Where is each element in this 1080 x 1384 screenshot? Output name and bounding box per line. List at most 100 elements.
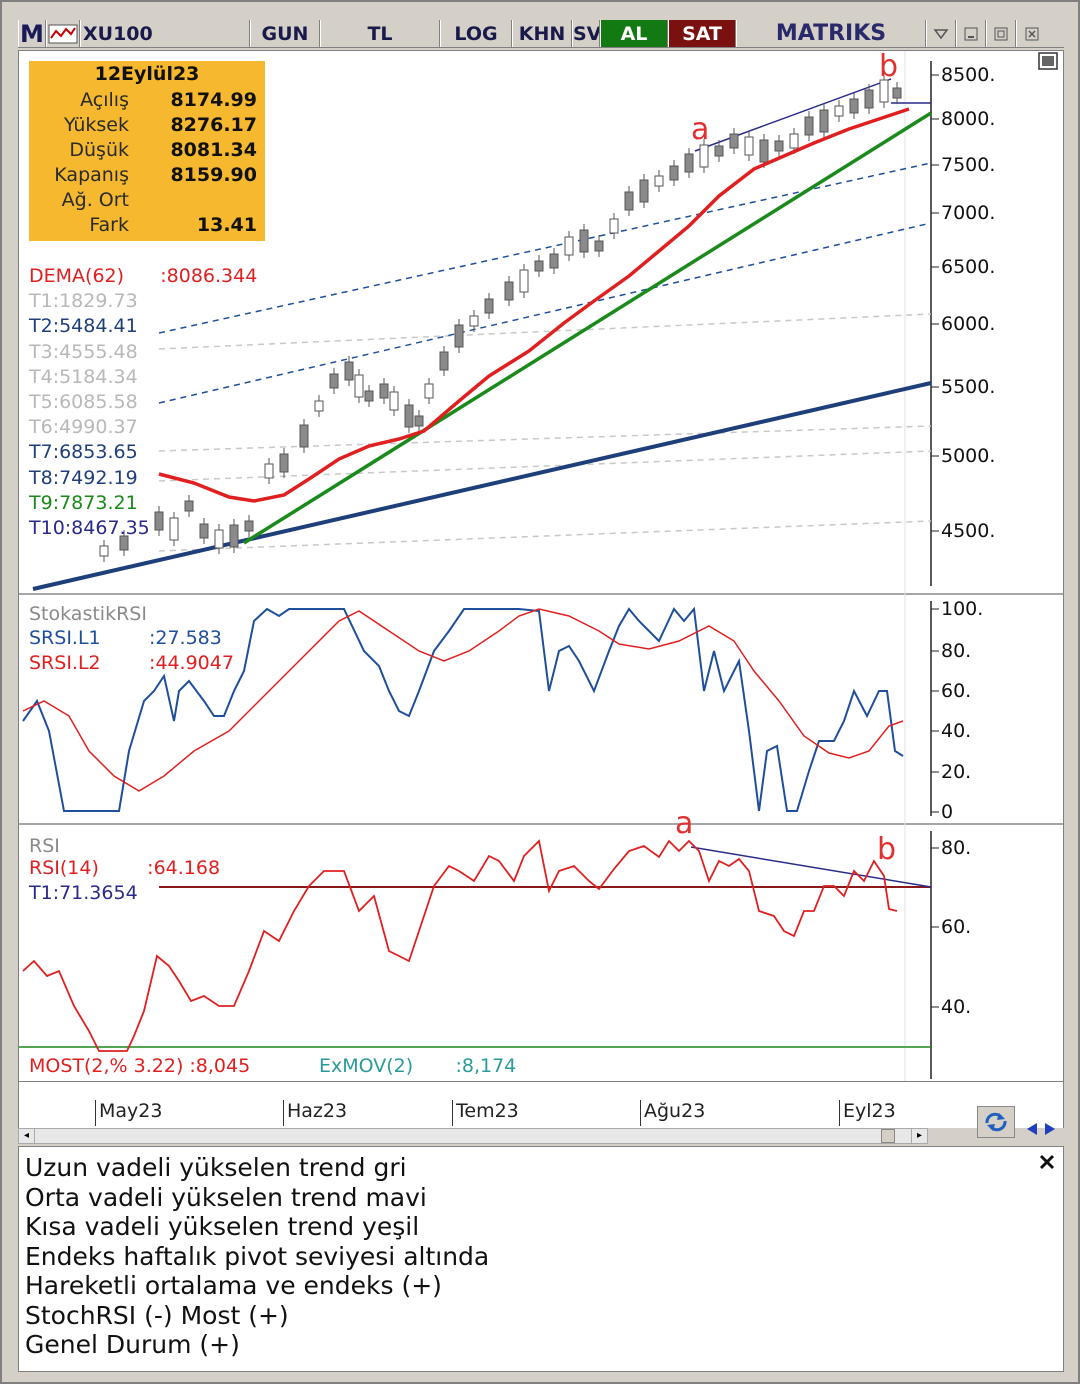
candle: [279, 453, 289, 473]
close-icon[interactable]: [1016, 20, 1046, 47]
scroll-left-icon[interactable]: [1025, 1120, 1043, 1138]
candle: [169, 517, 179, 541]
open-value: 8174.99: [170, 88, 257, 111]
candle: [744, 136, 754, 156]
minimize-icon[interactable]: [956, 20, 986, 47]
note-line: Endeks haftalık pivot seviyesi altında: [25, 1241, 490, 1271]
price-legend-item: T7:6853.65: [29, 441, 138, 464]
candle: [564, 236, 574, 256]
high-value: 8276.17: [170, 113, 257, 136]
diff-value: 13.41: [196, 213, 257, 236]
diff-label: Fark: [89, 213, 129, 236]
candle: [804, 116, 814, 136]
app-logo: M: [18, 20, 46, 47]
candle: [99, 545, 109, 557]
price-tick: 5000.: [941, 445, 995, 467]
candle: [264, 463, 274, 479]
rsi-t1-legend: T1:71.3654: [29, 882, 138, 904]
horizontal-scrollbar[interactable]: ◂ ▸: [18, 1128, 928, 1144]
srsi-l1-legend: SRSI.L1 :27.583: [29, 627, 222, 649]
rsi-title: RSI: [29, 835, 60, 857]
note-line: Uzun vadeli yükselen trend gri: [25, 1153, 407, 1182]
scrollbar-thumb[interactable]: [881, 1129, 895, 1143]
srsi-l2-legend: SRSI.L2 :44.9047: [29, 652, 234, 674]
currency-button[interactable]: TL: [320, 20, 440, 47]
candle: [684, 153, 694, 173]
candle: [834, 105, 844, 117]
mid-trend-channel: [158, 162, 932, 404]
period-button[interactable]: GUN: [250, 20, 320, 47]
close-label: Kapanış: [54, 163, 129, 186]
candle: [534, 260, 544, 272]
note-line: StochRSI (-) Most (+): [25, 1300, 289, 1330]
price-axis: 8500. 8000. 7500. 7000. 6500. 6000. 5500…: [931, 64, 995, 542]
price-tick: 7500.: [941, 154, 995, 176]
scrollbar-left-arrow-icon[interactable]: ◂: [19, 1129, 35, 1143]
annotation-a: a: [691, 112, 709, 147]
low-label: Düşük: [69, 138, 129, 161]
open-label: Açılış: [80, 88, 129, 111]
candle: [414, 415, 424, 427]
candle: [119, 535, 129, 551]
price-legend-item: DEMA(62) :8086.344: [29, 265, 258, 287]
scroll-right-icon[interactable]: [1043, 1120, 1061, 1138]
dema-line: [158, 107, 910, 503]
srsi-l2-line: [22, 608, 904, 792]
khn-button[interactable]: KHN: [512, 20, 572, 47]
date-label: Tem23: [452, 1100, 519, 1126]
annotation-a-rsi: a: [675, 806, 693, 841]
price-legend-item: T6:4990.37: [29, 416, 138, 439]
candle: [714, 145, 724, 157]
price-legend-item: T9:7873.21: [29, 491, 138, 514]
candle: [504, 281, 514, 301]
price-candles: [99, 74, 902, 562]
close-notes-icon[interactable]: [1037, 1149, 1057, 1170]
srsi-tick: 60.: [941, 680, 971, 702]
candle: [214, 529, 224, 549]
pivot-lines: [158, 313, 932, 552]
refresh-icon[interactable]: [977, 1106, 1015, 1138]
high-label: Yüksek: [63, 113, 129, 136]
maximize-icon[interactable]: [986, 20, 1016, 47]
log-button[interactable]: LOG: [440, 20, 512, 47]
buy-button[interactable]: AL: [600, 20, 668, 47]
candle: [594, 240, 604, 252]
candle: [654, 175, 664, 187]
price-tick: 6500.: [941, 256, 995, 278]
scrollbar-right-arrow-icon[interactable]: ▸: [911, 1129, 927, 1143]
candle: [299, 424, 309, 448]
price-legend-item: T3:4555.48: [29, 340, 138, 363]
price-tick: 4500.: [941, 520, 995, 542]
date-label: Haz23: [283, 1100, 347, 1126]
dropdown-icon[interactable]: [926, 20, 956, 47]
note-line: Hareketli ortalama ve endeks (+): [25, 1271, 442, 1300]
sell-button[interactable]: SAT: [668, 20, 736, 47]
info-date: 12Eylül23: [94, 63, 200, 85]
candle: [609, 218, 619, 234]
exmov-legend: ExMOV(2) :8,174: [319, 1055, 517, 1077]
symbol-field[interactable]: XU100: [80, 20, 250, 47]
note-line: Orta vadeli yükselen trend mavi: [25, 1182, 427, 1212]
candle: [154, 511, 164, 531]
chart-type-icon[interactable]: [46, 20, 80, 47]
price-legend-item: T2:5484.41: [29, 315, 138, 338]
candle: [729, 133, 739, 149]
rsi-legend: RSI(14) :64.168: [29, 857, 221, 879]
srsi-tick: 40.: [941, 720, 971, 742]
price-legend-item: T8:7492.19: [29, 466, 138, 489]
rsi-divergence-line: [690, 846, 932, 888]
candle: [484, 298, 494, 314]
candle: [469, 315, 479, 327]
rsi-axis: 80. 60. 40.: [931, 837, 971, 1018]
srsi-l1-line: [22, 606, 904, 812]
ohlc-info-box: 12Eylül23 Açılış 8174.99 Yüksek 8276.17 Dü…: [29, 61, 265, 241]
candle: [454, 324, 464, 348]
srsi-title: StokastikRSI: [29, 603, 147, 625]
sv-button[interactable]: SV: [572, 20, 600, 47]
price-legend-item: T1:1829.73: [29, 290, 138, 313]
price-tick: 6000.: [941, 313, 995, 335]
rsi-tick: 60.: [941, 916, 971, 938]
price-tick: 8000.: [941, 108, 995, 130]
candle: [244, 520, 254, 532]
price-legend-item: T4:5184.34: [29, 365, 138, 388]
